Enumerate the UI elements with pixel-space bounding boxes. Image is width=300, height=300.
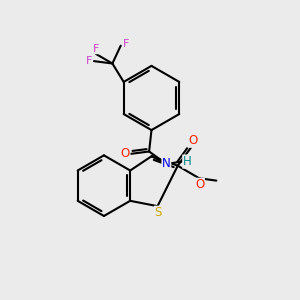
Text: H: H xyxy=(183,155,191,168)
Text: F: F xyxy=(85,56,92,66)
Text: O: O xyxy=(188,134,197,147)
Text: O: O xyxy=(195,178,204,191)
Text: O: O xyxy=(121,147,130,161)
Text: N: N xyxy=(162,158,171,170)
Text: F: F xyxy=(93,44,99,54)
Text: F: F xyxy=(123,39,129,49)
Text: S: S xyxy=(154,206,162,219)
